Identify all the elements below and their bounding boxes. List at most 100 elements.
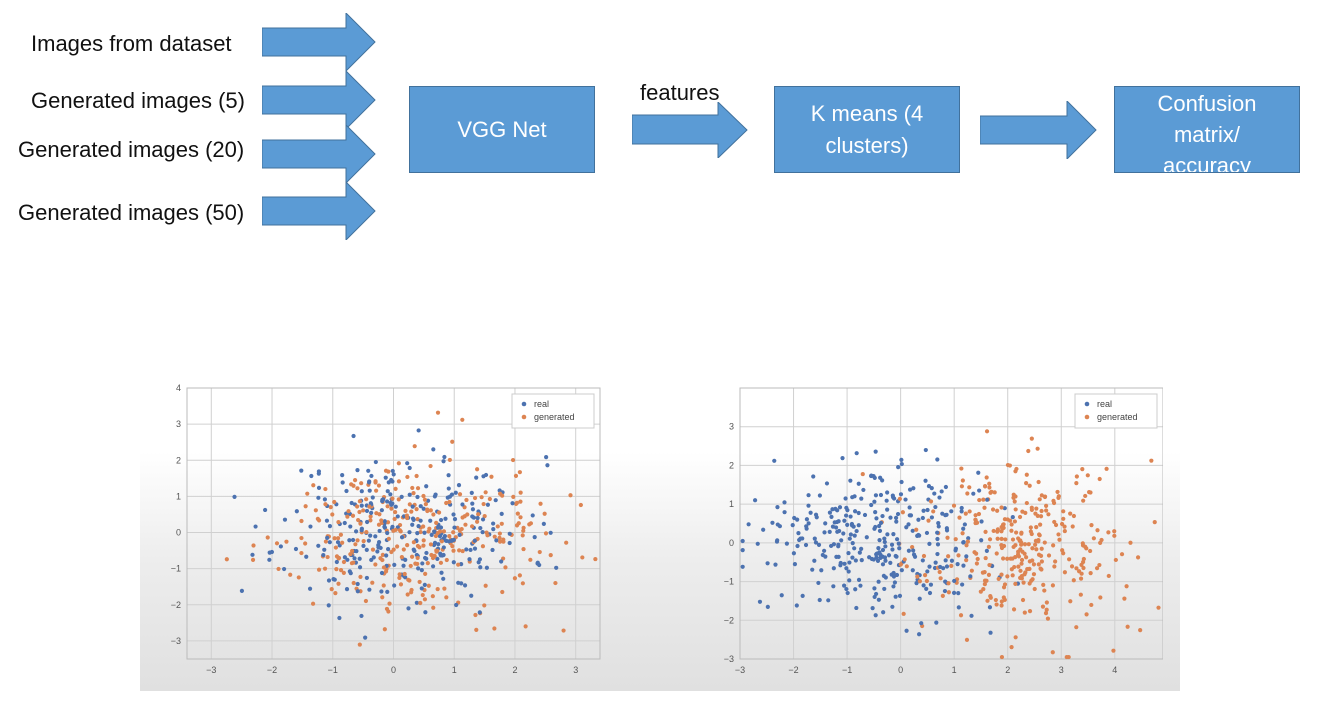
point-generated: [436, 510, 442, 515]
point-generated: [311, 483, 316, 488]
point-real: [897, 546, 902, 551]
point-real: [884, 498, 889, 503]
point-real: [882, 586, 887, 592]
point-real: [385, 499, 390, 504]
point-generated: [542, 511, 547, 516]
point-real: [773, 562, 778, 567]
point-generated: [1084, 612, 1089, 617]
point-real: [979, 538, 984, 543]
point-generated: [974, 551, 979, 556]
point-generated: [420, 592, 425, 598]
point-real: [253, 524, 258, 529]
point-real: [792, 562, 798, 567]
point-generated: [393, 527, 398, 533]
point-real: [924, 586, 929, 592]
point-generated: [995, 527, 1000, 532]
point-real: [399, 494, 404, 499]
point-real: [873, 449, 878, 454]
point-real: [852, 546, 857, 551]
point-real: [943, 558, 948, 563]
point-generated: [1071, 513, 1077, 519]
point-real: [893, 594, 898, 599]
point-real: [472, 546, 478, 551]
point-generated: [409, 554, 415, 559]
point-real: [873, 524, 878, 530]
point-real: [875, 558, 881, 563]
point-generated: [973, 517, 978, 522]
point-generated: [1106, 530, 1111, 535]
point-real: [485, 502, 491, 507]
point-generated: [999, 603, 1004, 608]
point-generated: [1009, 528, 1014, 533]
point-real: [349, 500, 354, 506]
point-real: [984, 548, 989, 553]
point-real: [921, 508, 926, 513]
point-real: [359, 526, 364, 531]
point-generated: [390, 496, 395, 501]
point-real: [806, 521, 811, 526]
point-generated: [1094, 566, 1100, 571]
point-real: [1002, 506, 1007, 511]
point-real: [369, 557, 374, 563]
point-real: [961, 526, 966, 531]
point-generated: [1017, 514, 1023, 520]
point-generated: [980, 570, 985, 575]
point-real: [893, 515, 899, 520]
point-generated: [984, 429, 990, 434]
point-generated: [376, 483, 382, 488]
point-real: [960, 582, 965, 587]
point-real: [431, 447, 436, 452]
point-real: [810, 567, 815, 572]
point-real: [803, 542, 809, 548]
point-generated: [363, 598, 369, 604]
point-generated: [1039, 567, 1044, 572]
point-generated: [1039, 508, 1044, 514]
point-generated: [1026, 448, 1031, 454]
point-real: [411, 547, 416, 552]
point-real: [911, 548, 916, 553]
point-real: [250, 552, 255, 557]
point-generated: [1001, 525, 1006, 531]
point-generated: [330, 512, 335, 517]
point-real: [490, 547, 495, 553]
point-generated: [1039, 559, 1045, 564]
point-generated: [430, 594, 435, 599]
point-real: [921, 583, 926, 588]
point-generated: [315, 516, 320, 521]
x-tick-label: 1: [952, 665, 957, 675]
point-real: [366, 538, 371, 543]
point-real: [474, 475, 479, 480]
point-generated: [358, 574, 363, 579]
point-generated: [1029, 436, 1034, 441]
point-generated: [1001, 595, 1006, 600]
point-real: [882, 539, 887, 545]
point-real: [804, 524, 809, 529]
point-generated: [548, 553, 553, 558]
point-real: [961, 540, 966, 545]
point-generated: [1019, 557, 1025, 563]
point-generated: [428, 508, 433, 513]
point-generated: [981, 497, 986, 502]
point-generated: [299, 550, 304, 556]
point-real: [530, 513, 535, 518]
point-generated: [332, 499, 337, 505]
point-real: [350, 537, 356, 543]
point-real: [872, 475, 877, 480]
point-generated: [422, 597, 428, 602]
point-generated: [350, 513, 356, 518]
point-real: [842, 561, 847, 566]
point-real: [944, 564, 950, 569]
point-generated: [1083, 493, 1088, 499]
kmeans-box: K means (4 clusters): [774, 86, 960, 173]
point-generated: [921, 553, 927, 559]
point-generated: [1013, 635, 1018, 640]
point-generated: [407, 502, 412, 507]
point-real: [340, 480, 345, 485]
point-generated: [946, 581, 951, 586]
point-generated: [983, 555, 988, 561]
point-generated: [441, 529, 447, 534]
point-generated: [510, 457, 516, 463]
point-real: [344, 488, 349, 494]
point-real: [782, 510, 787, 515]
point-generated: [418, 600, 423, 606]
